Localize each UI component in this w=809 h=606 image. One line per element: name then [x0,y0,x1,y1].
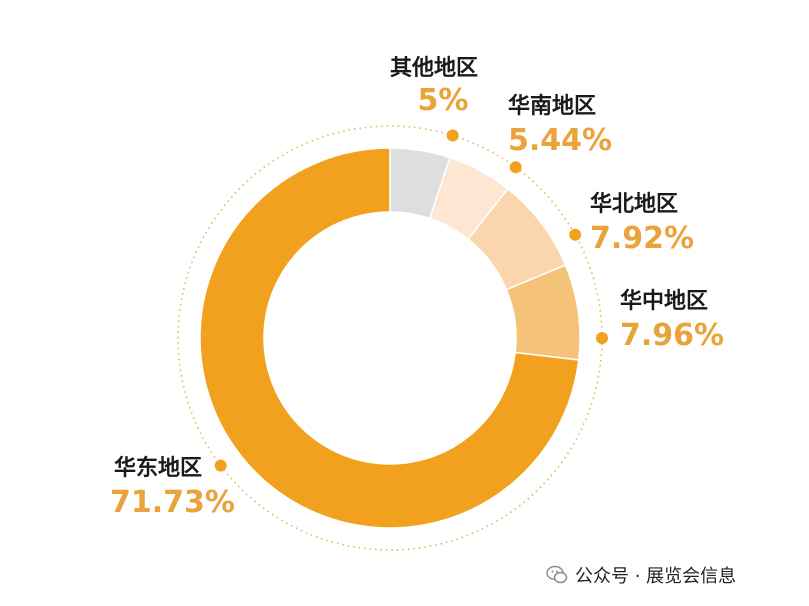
label-central: 华中地区 7.96% [620,291,724,351]
marker-dot-south [509,161,522,174]
marker-dot-east [214,459,227,472]
slice-label-east-name: 华东地区 [114,456,203,481]
marker-dot-north [569,228,582,241]
wechat-icon [546,565,568,584]
slice-east [199,147,580,529]
slice-label-north-name: 华北地区 [590,192,679,217]
label-other: 其他地区 5% [390,58,478,116]
footer-text: 公众号 · 展览会信息 [575,566,737,587]
slice-label-central-value: 7.96% [620,318,725,353]
footer-watermark: 公众号 · 展览会信息 [545,562,736,588]
slice-label-north-value: 7.92% [590,221,695,256]
slice-label-south-name: 华南地区 [508,94,597,119]
label-north: 华北地区 7.92% [590,194,694,254]
slice-label-east-value: 71.73% [110,485,235,520]
label-markers [214,129,608,472]
slice-label-south-value: 5.44% [508,123,613,158]
donut-slices [199,147,581,529]
slice-label-other-value: 5% [417,83,469,118]
slice-label-central-name: 华中地区 [620,289,709,314]
marker-dot-central [596,332,608,345]
slice-label-other-name: 其他地区 [390,56,479,81]
label-east: 华东地区 71.73% [110,458,235,518]
label-south: 华南地区 5.44% [508,96,612,156]
marker-dot-other [446,129,459,142]
